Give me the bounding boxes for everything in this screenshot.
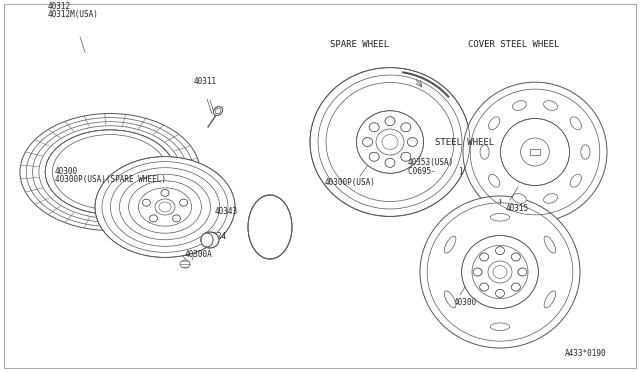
Ellipse shape <box>543 101 557 110</box>
Ellipse shape <box>511 283 520 291</box>
Ellipse shape <box>461 235 538 308</box>
Ellipse shape <box>201 233 213 247</box>
Ellipse shape <box>479 253 489 261</box>
Ellipse shape <box>570 174 581 187</box>
Text: 40312: 40312 <box>48 2 71 11</box>
Text: STEEL WHEEL: STEEL WHEEL <box>435 138 494 147</box>
Text: SPARE WHEEL: SPARE WHEEL <box>330 40 389 49</box>
Text: 40315: 40315 <box>506 204 529 213</box>
Ellipse shape <box>543 194 557 203</box>
Text: 40315: 40315 <box>255 204 278 213</box>
Text: 40300: 40300 <box>454 298 477 307</box>
Ellipse shape <box>544 291 556 308</box>
Text: 40300A: 40300A <box>185 250 212 259</box>
Ellipse shape <box>570 117 581 130</box>
Ellipse shape <box>213 106 223 115</box>
Text: 40300P(USA)(SPARE WHEEL): 40300P(USA)(SPARE WHEEL) <box>55 175 166 184</box>
Ellipse shape <box>376 129 404 155</box>
Ellipse shape <box>513 101 527 110</box>
Text: A433*0190: A433*0190 <box>565 349 607 358</box>
Text: 40224: 40224 <box>204 232 227 241</box>
Ellipse shape <box>248 195 292 259</box>
Ellipse shape <box>495 247 504 255</box>
Ellipse shape <box>488 174 500 187</box>
Ellipse shape <box>356 111 424 173</box>
Text: 40353(USA): 40353(USA) <box>408 158 454 167</box>
Ellipse shape <box>401 152 411 161</box>
Text: 40300: 40300 <box>55 167 78 176</box>
Ellipse shape <box>142 199 150 206</box>
Ellipse shape <box>385 117 395 126</box>
Ellipse shape <box>180 260 190 268</box>
Ellipse shape <box>544 236 556 253</box>
Ellipse shape <box>385 158 395 167</box>
Text: COVER STEEL WHEEL: COVER STEEL WHEEL <box>468 40 559 49</box>
Ellipse shape <box>473 268 482 276</box>
Bar <box>530 149 540 155</box>
Ellipse shape <box>45 130 175 214</box>
Ellipse shape <box>444 236 456 253</box>
Text: 40311: 40311 <box>194 77 217 86</box>
Ellipse shape <box>173 215 180 222</box>
Ellipse shape <box>495 289 504 297</box>
Ellipse shape <box>511 253 520 261</box>
Ellipse shape <box>479 283 489 291</box>
Ellipse shape <box>161 189 169 196</box>
Text: 40300P(USA): 40300P(USA) <box>325 178 376 187</box>
Text: 40343: 40343 <box>215 207 238 216</box>
Ellipse shape <box>155 199 175 215</box>
Ellipse shape <box>310 68 470 217</box>
Ellipse shape <box>480 145 489 159</box>
Ellipse shape <box>581 145 590 159</box>
Ellipse shape <box>363 138 372 147</box>
Ellipse shape <box>490 214 509 221</box>
Ellipse shape <box>95 157 235 257</box>
Ellipse shape <box>369 123 379 132</box>
Ellipse shape <box>401 123 411 132</box>
Ellipse shape <box>513 194 527 203</box>
Ellipse shape <box>369 152 379 161</box>
Ellipse shape <box>420 196 580 348</box>
Ellipse shape <box>488 261 512 283</box>
Ellipse shape <box>408 138 417 147</box>
Ellipse shape <box>520 138 549 166</box>
Ellipse shape <box>444 291 456 308</box>
Ellipse shape <box>150 215 157 222</box>
Ellipse shape <box>201 232 219 248</box>
Text: 40312M(USA): 40312M(USA) <box>48 10 99 19</box>
Ellipse shape <box>490 323 509 330</box>
Ellipse shape <box>518 268 527 276</box>
Ellipse shape <box>488 117 500 130</box>
Ellipse shape <box>180 199 188 206</box>
Ellipse shape <box>463 82 607 222</box>
Text: C0695-     ]: C0695- ] <box>408 166 463 175</box>
Ellipse shape <box>500 118 570 186</box>
